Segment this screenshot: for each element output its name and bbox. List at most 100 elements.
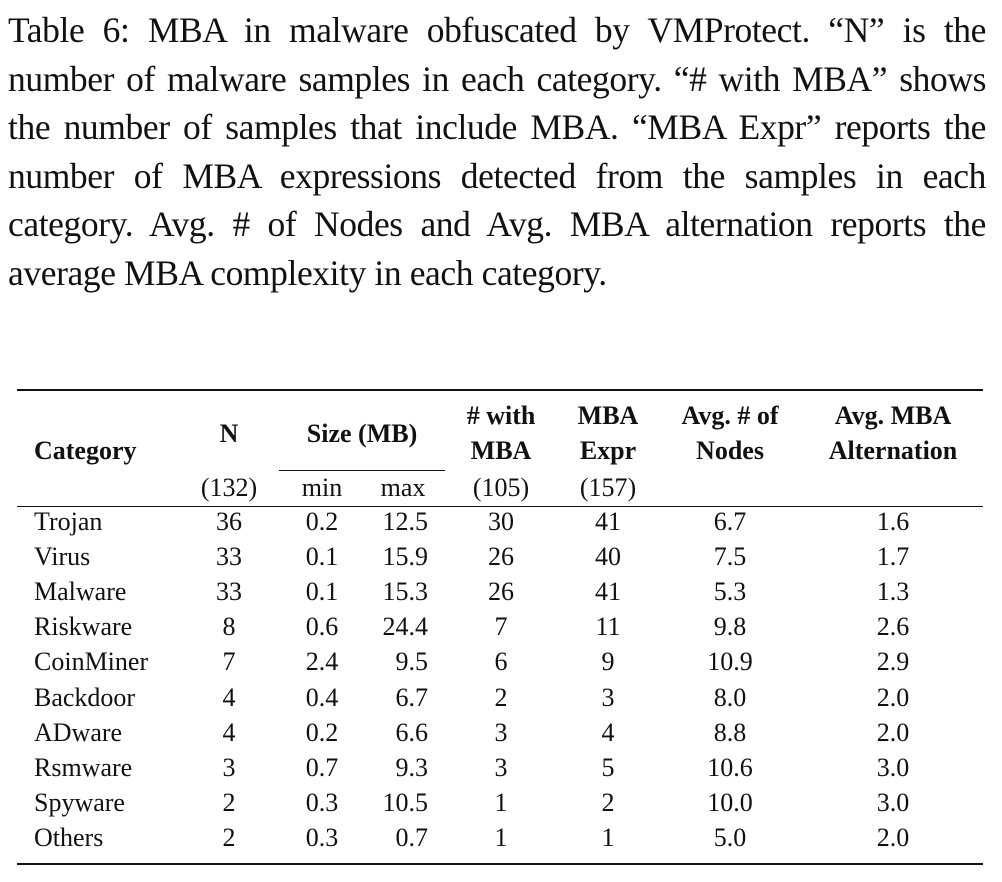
cell-category: Trojan	[34, 507, 103, 536]
header-with-mba-2: MBA	[470, 436, 532, 465]
cell-mba-expr: 9	[601, 647, 615, 677]
cell-size-min: 0.1	[305, 542, 339, 572]
cell-avg-alt: 1.7	[876, 542, 910, 572]
subheader-mba-expr-total: (157)	[579, 473, 637, 502]
cell-n: 2	[222, 787, 236, 817]
cell-avg-alt: 2.0	[876, 717, 910, 747]
header-avg-nodes-2: Nodes	[696, 436, 764, 465]
cell-size-min: 0.4	[305, 682, 339, 712]
cell-with-mba: 26	[488, 577, 514, 607]
header-mba-expr-2: Expr	[579, 436, 637, 465]
header-rule	[17, 506, 983, 507]
cell-size-max: 15.9	[382, 542, 429, 572]
cell-mba-expr: 41	[595, 507, 621, 536]
cell-category: CoinMiner	[34, 647, 149, 677]
cell-n: 36	[216, 507, 242, 536]
cell-with-mba: 2	[494, 682, 508, 712]
cell-n: 2	[222, 822, 236, 852]
cell-size-max: 9.3	[395, 752, 429, 782]
cell-size-min: 0.6	[305, 612, 339, 642]
header-avg-nodes-1: Avg. # of	[681, 401, 779, 430]
bottom-rule	[17, 863, 983, 865]
header-mba-expr-1: MBA	[577, 401, 639, 430]
cell-with-mba: 6	[494, 647, 508, 677]
cell-category: Malware	[34, 577, 127, 607]
cell-with-mba: 7	[494, 612, 508, 642]
cell-size-min: 0.7	[305, 752, 339, 782]
cell-mba-expr: 5	[601, 752, 615, 782]
cell-category: Backdoor	[34, 682, 136, 712]
cell-size-max: 9.5	[395, 647, 429, 677]
cell-avg-nodes: 10.9	[707, 647, 753, 677]
cell-category: ADware	[34, 717, 123, 747]
cell-avg-nodes: 5.0	[713, 822, 747, 852]
header-avg-alt-1: Avg. MBA	[834, 401, 952, 430]
cell-with-mba: 1	[494, 787, 508, 817]
cell-mba-expr: 40	[595, 542, 621, 572]
cell-n: 8	[222, 612, 236, 642]
cell-avg-nodes: 8.8	[713, 717, 747, 747]
table-caption: Table 6: MBA in malware obfuscated by VM…	[8, 10, 986, 293]
size-cmidrule	[279, 470, 445, 471]
cell-avg-alt: 3.0	[876, 787, 910, 817]
header-category: Category	[34, 436, 137, 465]
cell-with-mba: 3	[494, 752, 508, 782]
cell-category: Spyware	[34, 787, 125, 817]
cell-category: Virus	[34, 542, 91, 572]
cell-with-mba: 30	[488, 507, 514, 536]
cell-n: 33	[216, 542, 242, 572]
cell-avg-alt: 2.6	[876, 612, 910, 642]
cell-size-min: 0.3	[305, 787, 339, 817]
cell-size-max: 15.3	[382, 577, 429, 607]
cell-size-max: 24.4	[382, 612, 429, 642]
subheader-min: min	[301, 473, 343, 502]
cell-n: 4	[222, 682, 236, 712]
cell-size-max: 0.7	[395, 822, 429, 852]
cell-mba-expr: 11	[595, 612, 621, 642]
cell-category: Others	[34, 822, 104, 852]
cell-size-min: 0.2	[305, 717, 339, 747]
cell-size-max: 6.7	[395, 682, 429, 712]
cell-mba-expr: 1	[601, 822, 615, 852]
cell-mba-expr: 41	[595, 577, 621, 607]
cell-size-max: 6.6	[395, 717, 429, 747]
cell-avg-alt: 1.3	[876, 577, 910, 607]
top-rule	[17, 389, 983, 391]
cell-avg-alt: 1.6	[876, 507, 910, 536]
cell-size-min: 2.4	[305, 647, 339, 677]
header-avg-alt-2: Alternation	[828, 436, 958, 465]
cell-avg-nodes: 8.0	[713, 682, 747, 712]
cell-n: 3	[222, 752, 236, 782]
cell-avg-nodes: 10.6	[707, 752, 753, 782]
cell-mba-expr: 2	[601, 787, 615, 817]
cell-with-mba: 26	[488, 542, 514, 572]
cell-avg-nodes: 5.3	[713, 577, 747, 607]
cell-size-min: 0.1	[305, 577, 339, 607]
subheader-with-mba-total: (105)	[472, 473, 530, 502]
cell-avg-alt: 3.0	[876, 752, 910, 782]
cell-category: Rsmware	[34, 752, 133, 782]
header-n: N	[219, 419, 239, 448]
cell-avg-nodes: 6.7	[713, 507, 747, 536]
header-size: Size (MB)	[306, 419, 418, 448]
cell-with-mba: 1	[494, 822, 508, 852]
cell-mba-expr: 4	[601, 717, 615, 747]
cell-size-min: 0.3	[305, 822, 339, 852]
cell-avg-alt: 2.0	[876, 682, 910, 712]
cell-avg-nodes: 10.0	[707, 787, 753, 817]
cell-size-max: 10.5	[382, 787, 429, 817]
cell-n: 4	[222, 717, 236, 747]
cell-avg-nodes: 7.5	[713, 542, 747, 572]
cell-n: 33	[216, 577, 242, 607]
cell-avg-alt: 2.0	[876, 822, 910, 852]
cell-size-min: 0.2	[305, 507, 339, 536]
subheader-n-total: (132)	[200, 473, 258, 502]
subheader-max: max	[380, 473, 426, 502]
header-with-mba-1: # with	[466, 401, 536, 430]
cell-with-mba: 3	[494, 717, 508, 747]
cell-category: Riskware	[34, 612, 133, 642]
cell-avg-alt: 2.9	[876, 647, 910, 677]
cell-mba-expr: 3	[601, 682, 615, 712]
cell-avg-nodes: 9.8	[713, 612, 747, 642]
cell-n: 7	[222, 647, 236, 677]
